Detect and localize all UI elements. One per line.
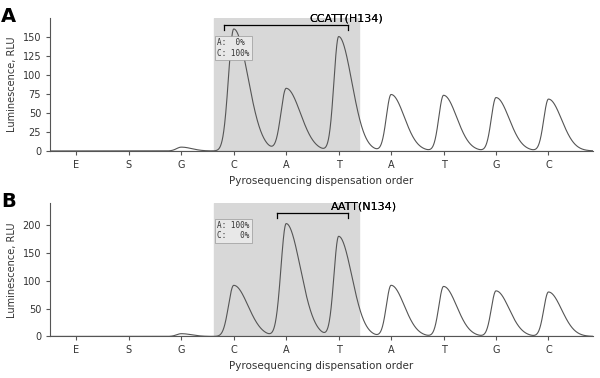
Text: AATT(N134): AATT(N134) — [331, 202, 397, 212]
Y-axis label: Luminescence, RLU: Luminescence, RLU — [7, 37, 17, 132]
Text: A: 100%
C:   0%: A: 100% C: 0% — [217, 221, 250, 240]
Bar — [214, 17, 359, 151]
Text: CCATT(H134): CCATT(H134) — [310, 14, 383, 24]
Text: CCATT(H134): CCATT(H134) — [310, 14, 383, 24]
Text: A: A — [1, 7, 16, 26]
Bar — [214, 203, 359, 336]
Text: A:  0%
C: 100%: A: 0% C: 100% — [217, 38, 250, 57]
X-axis label: Pyrosequencing dispensation order: Pyrosequencing dispensation order — [229, 175, 414, 186]
X-axis label: Pyrosequencing dispensation order: Pyrosequencing dispensation order — [229, 361, 414, 371]
Y-axis label: Luminescence, RLU: Luminescence, RLU — [7, 222, 17, 318]
Text: B: B — [1, 192, 16, 211]
Text: AATT(N134): AATT(N134) — [331, 202, 397, 212]
